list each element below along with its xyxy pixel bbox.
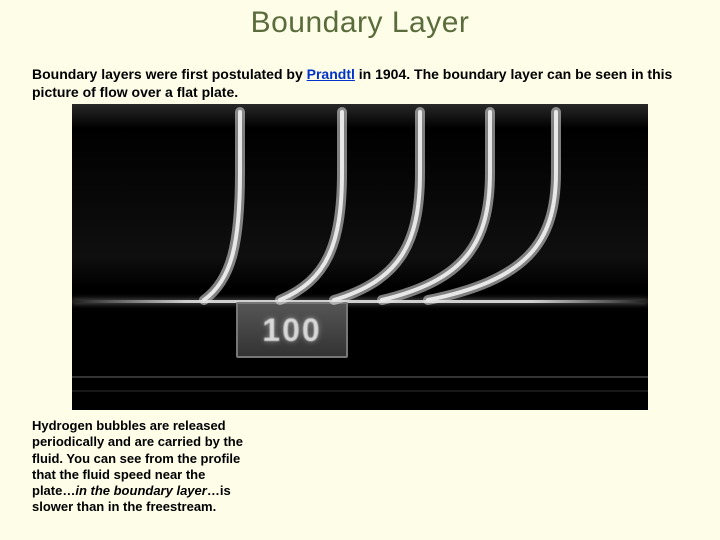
caption-em: in the boundary layer (75, 483, 206, 498)
flow-photo: 100 (72, 104, 648, 410)
caption-line: slower than in the freestream. (32, 499, 216, 514)
caption-line: Hydrogen bubbles are released (32, 418, 226, 433)
page-title: Boundary Layer (0, 6, 720, 40)
caption-line: periodically and are carried by the (32, 434, 243, 449)
slide: Boundary Layer Boundary layers were firs… (0, 0, 720, 540)
caption-line: …is (207, 483, 231, 498)
caption-line: that the fluid speed near the (32, 467, 205, 482)
prandtl-link[interactable]: Prandtl (307, 66, 355, 82)
intro-pre: Boundary layers were first postulated by (32, 66, 307, 82)
intro-paragraph: Boundary layers were first postulated by… (32, 66, 688, 101)
caption-line: fluid. You can see from the profile (32, 451, 240, 466)
caption: Hydrogen bubbles are released periodical… (32, 418, 302, 516)
caption-line: plate… (32, 483, 75, 498)
